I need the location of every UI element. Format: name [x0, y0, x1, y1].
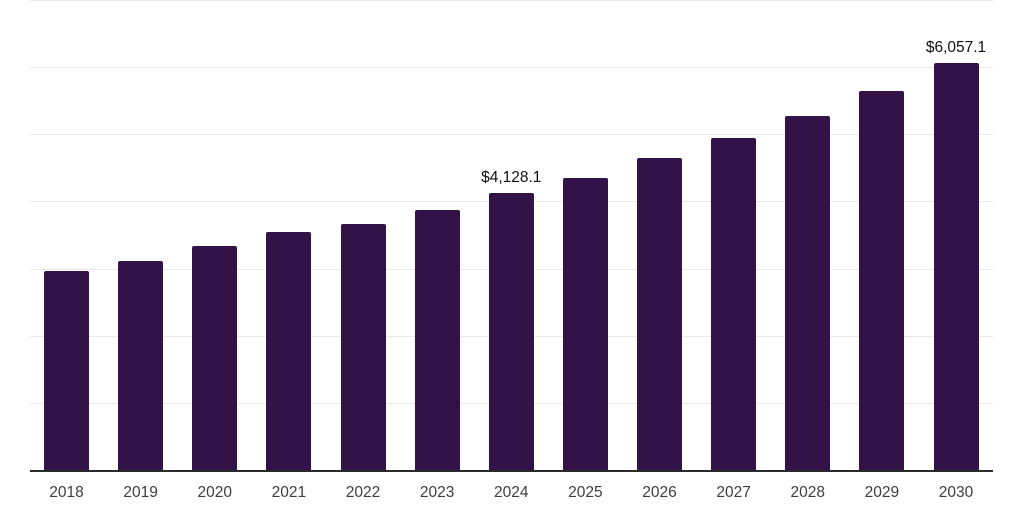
bar-2027 — [711, 138, 757, 470]
bar-2024 — [488, 192, 534, 470]
x-tick-label-2019: 2019 — [123, 484, 158, 501]
bar-2019 — [118, 260, 164, 470]
gridline-6000 — [30, 67, 993, 69]
bar-2020 — [192, 246, 238, 470]
bar-2018 — [44, 270, 89, 470]
x-tick-label-2018: 2018 — [49, 484, 84, 501]
data-label-2024: $4,128.1 — [481, 168, 542, 186]
gridline-5000 — [30, 134, 993, 136]
bar-2029 — [859, 91, 905, 470]
bar-2023 — [414, 210, 460, 470]
bar-2022 — [340, 223, 386, 470]
x-tick-label-2025: 2025 — [568, 484, 603, 501]
x-axis-line — [30, 470, 993, 472]
x-tick-label-2022: 2022 — [345, 484, 381, 501]
x-tick-label-2021: 2021 — [271, 484, 307, 501]
bar-2028 — [785, 116, 831, 470]
gridline-7000 — [30, 0, 993, 1]
x-tick-label-2028: 2028 — [790, 484, 825, 501]
x-tick-label-2027: 2027 — [716, 484, 751, 501]
bar-2026 — [637, 157, 682, 470]
bar-2025 — [562, 178, 608, 470]
x-tick-label-2030: 2030 — [938, 484, 974, 501]
x-tick-label-2023: 2023 — [419, 484, 455, 501]
x-tick-label-2024: 2024 — [494, 484, 529, 501]
x-tick-label-2029: 2029 — [864, 484, 900, 501]
bar-2030 — [933, 63, 979, 470]
x-tick-label-2026: 2026 — [642, 484, 677, 501]
data-label-2030: $6,057.1 — [925, 39, 987, 57]
x-tick-label-2020: 2020 — [197, 484, 232, 501]
bar-2021 — [266, 232, 312, 470]
